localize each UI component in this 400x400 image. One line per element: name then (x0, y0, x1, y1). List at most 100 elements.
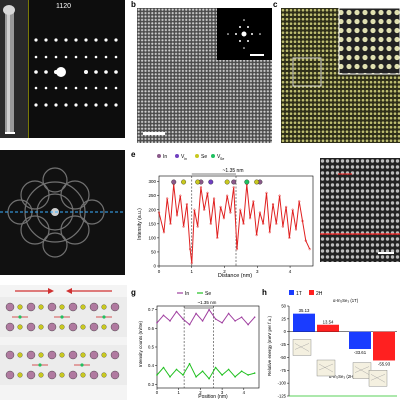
g-data-point (221, 374, 223, 376)
e-atom-marker (208, 179, 214, 185)
e-atom-marker (195, 179, 201, 185)
schematic-in-atom (89, 370, 99, 380)
g-data-point (162, 314, 165, 317)
e-data-point (175, 214, 179, 217)
e-atom-marker (244, 179, 250, 185)
e-data-point (196, 225, 199, 228)
schematic-se-atom (101, 352, 107, 358)
e-legend: In V In Se V Se (157, 154, 224, 161)
g-data-point (208, 377, 210, 380)
g-legend-in: In (185, 291, 189, 297)
schematic-se-atom (80, 324, 86, 330)
schematic-in-atom (26, 322, 36, 332)
e-data-point (190, 262, 193, 265)
e-x-tick-label: 2 (223, 269, 226, 274)
h-y-tick-label: 0 (284, 329, 287, 334)
h-y-tick-label: 50 (281, 304, 286, 309)
g-y-tick-label: 0.7 (148, 307, 155, 312)
e-y-tick-label: 300 (148, 179, 156, 184)
schematic-in-atom (68, 322, 78, 332)
e-data-point (255, 233, 258, 237)
e-y-axis-label: Intensity (a.u.) (137, 208, 143, 240)
schematic-in-atom (47, 350, 57, 360)
h-y-tick-label: -125 (278, 394, 287, 399)
g-y-tick-label: 0.5 (148, 345, 155, 350)
e-data-point (162, 231, 166, 234)
schematic-se-atom (80, 304, 86, 310)
h-top-structure-label: α-In₂Se₃ (1T) (333, 298, 359, 303)
schematic-se-atom (101, 324, 107, 330)
schematic-se-atom (17, 372, 23, 378)
panel-b-image (137, 8, 272, 143)
g-data-point (169, 320, 171, 322)
schematic-se-atom (80, 372, 86, 378)
g-spacing-annotation: ~1.35 nm (198, 300, 217, 305)
schematic-se-atom (17, 304, 23, 310)
h-value-label: -33.61 (354, 350, 367, 355)
schematic-diagram (0, 288, 127, 385)
schematic-in-atom (68, 370, 78, 380)
g-x-tick-label: 1 (178, 390, 181, 395)
g-y-axis-label: Intensity counts (In/Se) (138, 320, 143, 367)
g-data-point (201, 320, 204, 322)
h-bottom-structure-label: α-In₂Se₃ (2H) (329, 374, 355, 379)
h-value-label: 35.13 (299, 308, 310, 313)
g-x-tick-label: 2 (199, 390, 202, 395)
e-data-point (232, 186, 235, 189)
e-data-point (226, 194, 229, 197)
schematic-in-atom (110, 322, 120, 332)
panel-c (281, 8, 400, 143)
schematic-in-atom (47, 370, 57, 380)
panel-g-letter: g (131, 288, 136, 297)
h-legend: 1T 2H (289, 290, 323, 297)
schematic-in-atom (26, 302, 36, 312)
e-x-tick-label: 1 (191, 269, 194, 274)
e-data-point (285, 205, 288, 209)
e-atom-marker (254, 179, 260, 185)
panel-a-image (0, 0, 125, 142)
e-data-point (258, 211, 262, 214)
panel-c-letter: c (273, 0, 278, 9)
h-legend-2h: 2H (316, 291, 323, 297)
schematic-in-atom (5, 322, 15, 332)
g-data-point (188, 362, 191, 365)
schematic-se-atom (59, 352, 65, 358)
e-legend-vse-sub: Se (220, 157, 224, 161)
panel-f-image (320, 158, 400, 262)
e-y-tick-label: 0 (153, 264, 156, 269)
schematic-in-atom (89, 322, 99, 332)
schematic-vacancy (60, 315, 64, 319)
g-data-point (214, 366, 217, 369)
e-data-point (229, 211, 232, 214)
e-data-point (182, 225, 185, 228)
schematic-in-atom (89, 350, 99, 360)
g-y-tick-label: 0.6 (148, 326, 155, 331)
h-y-tick-label: -25 (280, 342, 287, 347)
e-data-point (248, 217, 252, 220)
panel-g: Intensity counts (In/Se) Position (nm) ~… (137, 288, 262, 400)
e-data-point (288, 236, 291, 239)
e-legend-vin-sub: In (184, 157, 187, 161)
panel-d-image (0, 150, 125, 275)
e-series-line (158, 184, 311, 264)
schematic-vacancy (38, 363, 42, 367)
e-data-point (275, 222, 278, 225)
panel-b-letter: b (131, 0, 136, 9)
schematic-in-atom (5, 302, 15, 312)
g-data-point (188, 323, 191, 326)
schematic-in-atom (110, 350, 120, 360)
e-y-tick-label: 50 (151, 249, 157, 254)
e-x-tick-label: 0 (158, 269, 161, 274)
g-data-point (214, 318, 217, 320)
schematic-se-atom (101, 372, 107, 378)
schematic-in-atom (110, 370, 120, 380)
e-data-point (304, 239, 307, 242)
schematic-se-atom (17, 324, 23, 330)
e-data-point (281, 225, 284, 228)
e-data-point (298, 200, 301, 203)
panel-h-letter: h (262, 288, 267, 297)
g-series-line-in (156, 308, 256, 326)
g-data-point (240, 316, 243, 318)
e-data-point (203, 208, 206, 211)
g-data-point (156, 321, 158, 324)
